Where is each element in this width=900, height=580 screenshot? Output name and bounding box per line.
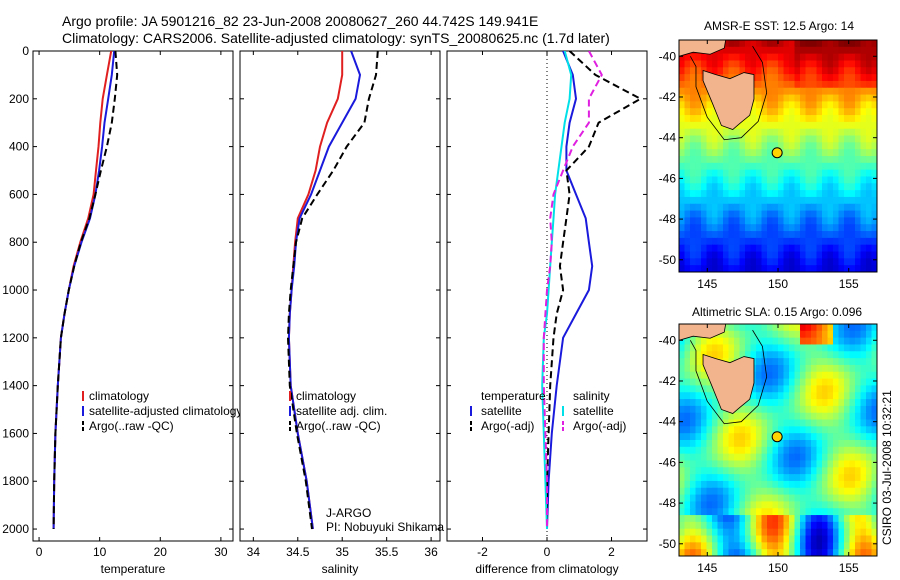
legend-label: Argo(-adj) (573, 419, 626, 433)
y-tick-label: 1600 (2, 426, 29, 440)
x-tick-label: 155 (839, 561, 859, 575)
x-tick-label: 0 (544, 545, 551, 559)
series-line-satellite (541, 51, 573, 530)
y-tick-label: -40 (659, 49, 677, 63)
depth-contour (689, 45, 768, 141)
x-tick-label: 150 (768, 561, 788, 575)
legend-label: satellite-adjusted climatology (89, 404, 242, 418)
x-tick-label: 20 (154, 545, 168, 559)
colour-field (679, 40, 877, 272)
side-stamp: CSIRO 03-Jul-2008 10:32:21 (880, 390, 894, 545)
colour-field (679, 324, 877, 556)
y-tick-label: -48 (659, 212, 677, 226)
y-tick-label: 800 (9, 235, 29, 249)
x-tick-label: 30 (214, 545, 228, 559)
x-tick-label: 145 (697, 277, 717, 291)
legend-label: Argo(..raw -QC) (296, 419, 381, 433)
legend-label: climatology (296, 389, 356, 403)
legend-label: satellite (481, 404, 522, 418)
header-line-2: Climatology: CARS2006. Satellite-adjuste… (62, 30, 610, 46)
argo-float-marker (771, 147, 783, 159)
x-tick-label: 34.5 (286, 545, 310, 559)
y-tick-label: 600 (9, 187, 29, 201)
y-tick-label: -46 (659, 455, 677, 469)
legend-label: Argo(-adj) (481, 419, 534, 433)
sst-map-title: AMSR-E SST: 12.5 Argo: 14 (704, 19, 854, 33)
y-tick-label: -44 (659, 415, 677, 429)
x-tick-label: 0 (36, 545, 43, 559)
legend-label: Argo(..raw -QC) (89, 419, 174, 433)
x-tick-label: 2 (608, 545, 615, 559)
y-tick-label: -42 (659, 374, 677, 388)
temperature-profile-plot: 0 10 20 30 0 200 400 600 800 1000 1200 1400 1600 1800… (2, 44, 242, 576)
x-tick-label: 145 (697, 561, 717, 575)
x-tick-label: 155 (839, 277, 859, 291)
y-tick-label: 1400 (2, 379, 29, 393)
y-tick-label: 0 (22, 44, 29, 58)
y-tick-label: -46 (659, 171, 677, 185)
mainland-shape (679, 324, 727, 341)
x-tick-label: 35.5 (375, 545, 399, 559)
legend-group-title: temperature (481, 389, 546, 403)
y-tick-label: -50 (659, 537, 677, 551)
x-tick-label: 150 (768, 277, 788, 291)
annotation-pi: PI: Nobuyuki Shikama (326, 520, 444, 534)
y-tick-label: -44 (659, 131, 677, 145)
mainland-shape (679, 40, 727, 57)
y-tick-label: -50 (659, 253, 677, 267)
y-tick-label: 1000 (2, 283, 29, 297)
x-tick-label: 35 (336, 545, 350, 559)
series-line-satellite (546, 51, 594, 530)
sla-map-title: Altimetric SLA: 0.15 Argo: 0.096 (692, 305, 862, 319)
series-line-argo-adj (542, 51, 603, 529)
tasmania-shape (702, 69, 755, 130)
sla-map: 145 150 155 -40 -42 -44 -46 -48 -50 (659, 323, 878, 575)
series-line-argo-raw-qc (52, 51, 119, 530)
y-tick-label: -42 (659, 90, 677, 104)
series-line-argo-raw-qc (286, 51, 379, 530)
y-tick-label: 200 (9, 92, 29, 106)
x-axis-label: difference from climatology (475, 562, 618, 576)
x-axis-label: temperature (101, 562, 166, 576)
y-tick-label: 2000 (2, 522, 29, 536)
x-tick-label: -2 (477, 545, 488, 559)
depth-contour (689, 329, 768, 425)
series-line-argo-adj (546, 51, 643, 529)
tasmania-shape (702, 353, 755, 414)
y-tick-label: -48 (659, 496, 677, 510)
y-tick-label: 400 (9, 140, 29, 154)
annotation-program: J-ARGO (326, 506, 371, 520)
x-tick-label: 34 (247, 545, 261, 559)
plot-frame (239, 50, 441, 542)
legend-label: satellite (573, 404, 614, 418)
difference-profile-plot: -2 0 2 difference from climatology temperatu… (446, 50, 648, 576)
salinity-profile-plot: 34 34.5 35 35.5 36 salinity climatologysatelli… (239, 50, 444, 576)
y-tick-label: -40 (659, 333, 677, 347)
argo-float-marker (771, 431, 783, 443)
x-tick-label: 36 (424, 545, 438, 559)
legend-group-title: salinity (573, 389, 610, 403)
sst-map: 145 150 155 -40 -42 -44 -46 -48 -50 (659, 39, 878, 291)
legend-label: satellite adj. clim. (296, 404, 387, 418)
x-tick-label: 10 (93, 545, 107, 559)
y-tick-label: 1200 (2, 331, 29, 345)
legend-label: climatology (89, 389, 149, 403)
x-axis-label: salinity (322, 562, 359, 576)
plot-frame (32, 50, 234, 542)
y-tick-label: 1800 (2, 474, 29, 488)
header-line-1: Argo profile: JA 5901216_82 23-Jun-2008 … (62, 13, 538, 29)
